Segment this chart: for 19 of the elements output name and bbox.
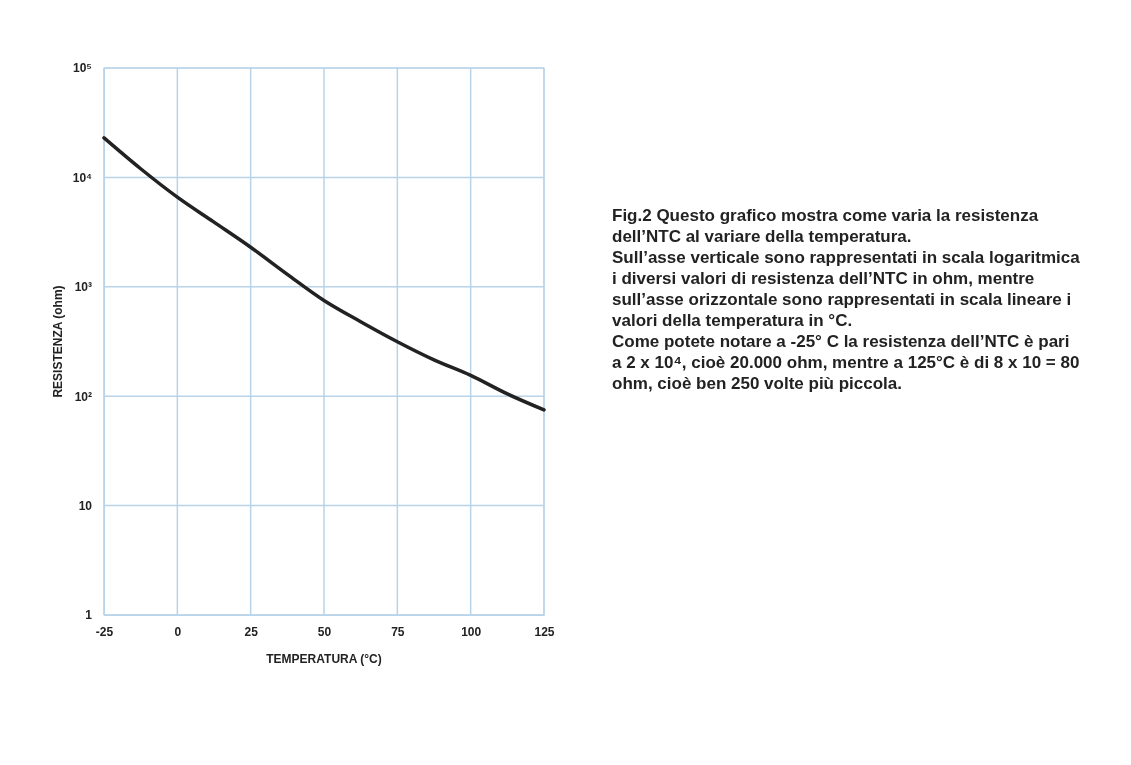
x-tick-label: 0 [174, 624, 182, 639]
x-tick-label: 50 [317, 624, 332, 639]
x-tick-label: 100 [461, 624, 482, 639]
x-tick-label: 125 [534, 624, 555, 639]
y-tick-label: 10⁴ [72, 170, 93, 185]
caption: Fig.2 Questo grafico mostra come varia la resistenza dell’NTC al variare della temperatura. [612, 205, 1040, 247]
y-tick-label: 10⁵ [73, 61, 92, 76]
x-tick-label: 75 [391, 624, 405, 639]
y-tick-label: 10 [78, 498, 93, 513]
x-tick-label: -25 [95, 624, 114, 639]
y-tick-label: 1 [85, 608, 93, 623]
text: Come potete notare a -25° C la resistenza dell’NTC è pari a 2 x 10⁴, cioè 20.000 ohm, mentre a 125°C è di 8 x 10 = 80 ohm, cioè ben 250 volte più piccola. [612, 331, 1081, 394]
y-tick-label: 10³ [74, 280, 92, 295]
x-axis-title: TEMPERATURA (°C) [266, 652, 382, 666]
y-tick-label: 10² [74, 389, 92, 404]
text: Sull’asse verticale sono rappresentati in scala logaritmica i diversi valori di resistenza dell’NTC in ohm, mentre sull’asse orizzontale sono rappresentati in scala lineare i valori della temperatura in °C. [612, 247, 1081, 331]
y-axis-title: RESISTENZA (ohm) [51, 285, 65, 398]
x-tick-label: 25 [244, 624, 259, 639]
line-series [102, 136, 546, 412]
